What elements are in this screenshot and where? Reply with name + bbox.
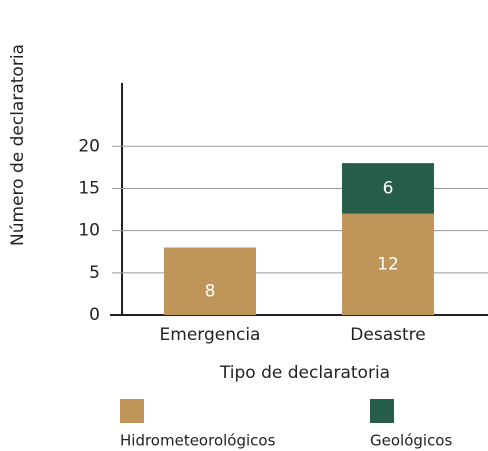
data-label: 8 [205,281,216,301]
bar-segment [342,213,434,315]
y-axis-label: Número de declaratoria [8,44,28,246]
legend-swatch [370,399,394,423]
y-tick-label: 15 [78,178,100,198]
y-tick-label: 20 [78,136,100,156]
y-tick-label: 10 [78,221,100,241]
y-tick-label: 0 [89,305,100,325]
legend-label: Geológicos [370,432,452,450]
bar-segment [342,163,434,214]
y-tick-label: 5 [89,263,100,283]
x-axis-label: Tipo de declaratoria [219,363,390,383]
data-label: 12 [377,254,399,274]
bar-segment [164,247,256,315]
x-tick-label: Desastre [350,325,425,345]
x-tick-label: Emergencia [160,325,261,345]
legend-swatch [120,399,144,423]
data-label: 6 [383,178,394,198]
legend-label: Hidrometeorológicos [120,432,276,450]
